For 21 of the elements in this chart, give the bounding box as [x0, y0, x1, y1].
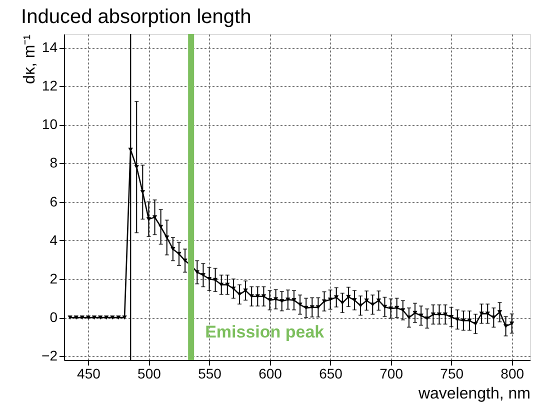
x-tick-label: 450	[77, 366, 101, 382]
chart-title: Induced absorption length	[21, 6, 252, 28]
x-tick-label: 550	[198, 366, 222, 382]
y-tick-label: 0	[50, 309, 58, 326]
y-tick-label: 10	[42, 116, 58, 132]
y-tick-label: 14	[42, 39, 58, 56]
y-tick-label: 12	[42, 78, 58, 94]
x-axis-title: wavelength, nm	[417, 386, 530, 402]
x-tick-label: 650	[319, 366, 343, 382]
y-tick-label: 4	[50, 232, 58, 248]
y-tick-label: −2	[42, 348, 58, 364]
x-tick-label: 600	[258, 366, 282, 382]
y-tick-label: 8	[50, 154, 58, 171]
y-tick-label: 2	[50, 270, 58, 286]
y-tick-label: 6	[50, 193, 58, 210]
y-axis-title: dκ, m⁻¹	[22, 34, 39, 84]
x-tick-label: 750	[440, 366, 464, 382]
ref-line-label: Emission peak	[205, 322, 325, 342]
x-tick-label: 800	[500, 366, 524, 382]
x-tick-label: 700	[380, 366, 404, 382]
x-tick-label: 500	[138, 366, 162, 382]
